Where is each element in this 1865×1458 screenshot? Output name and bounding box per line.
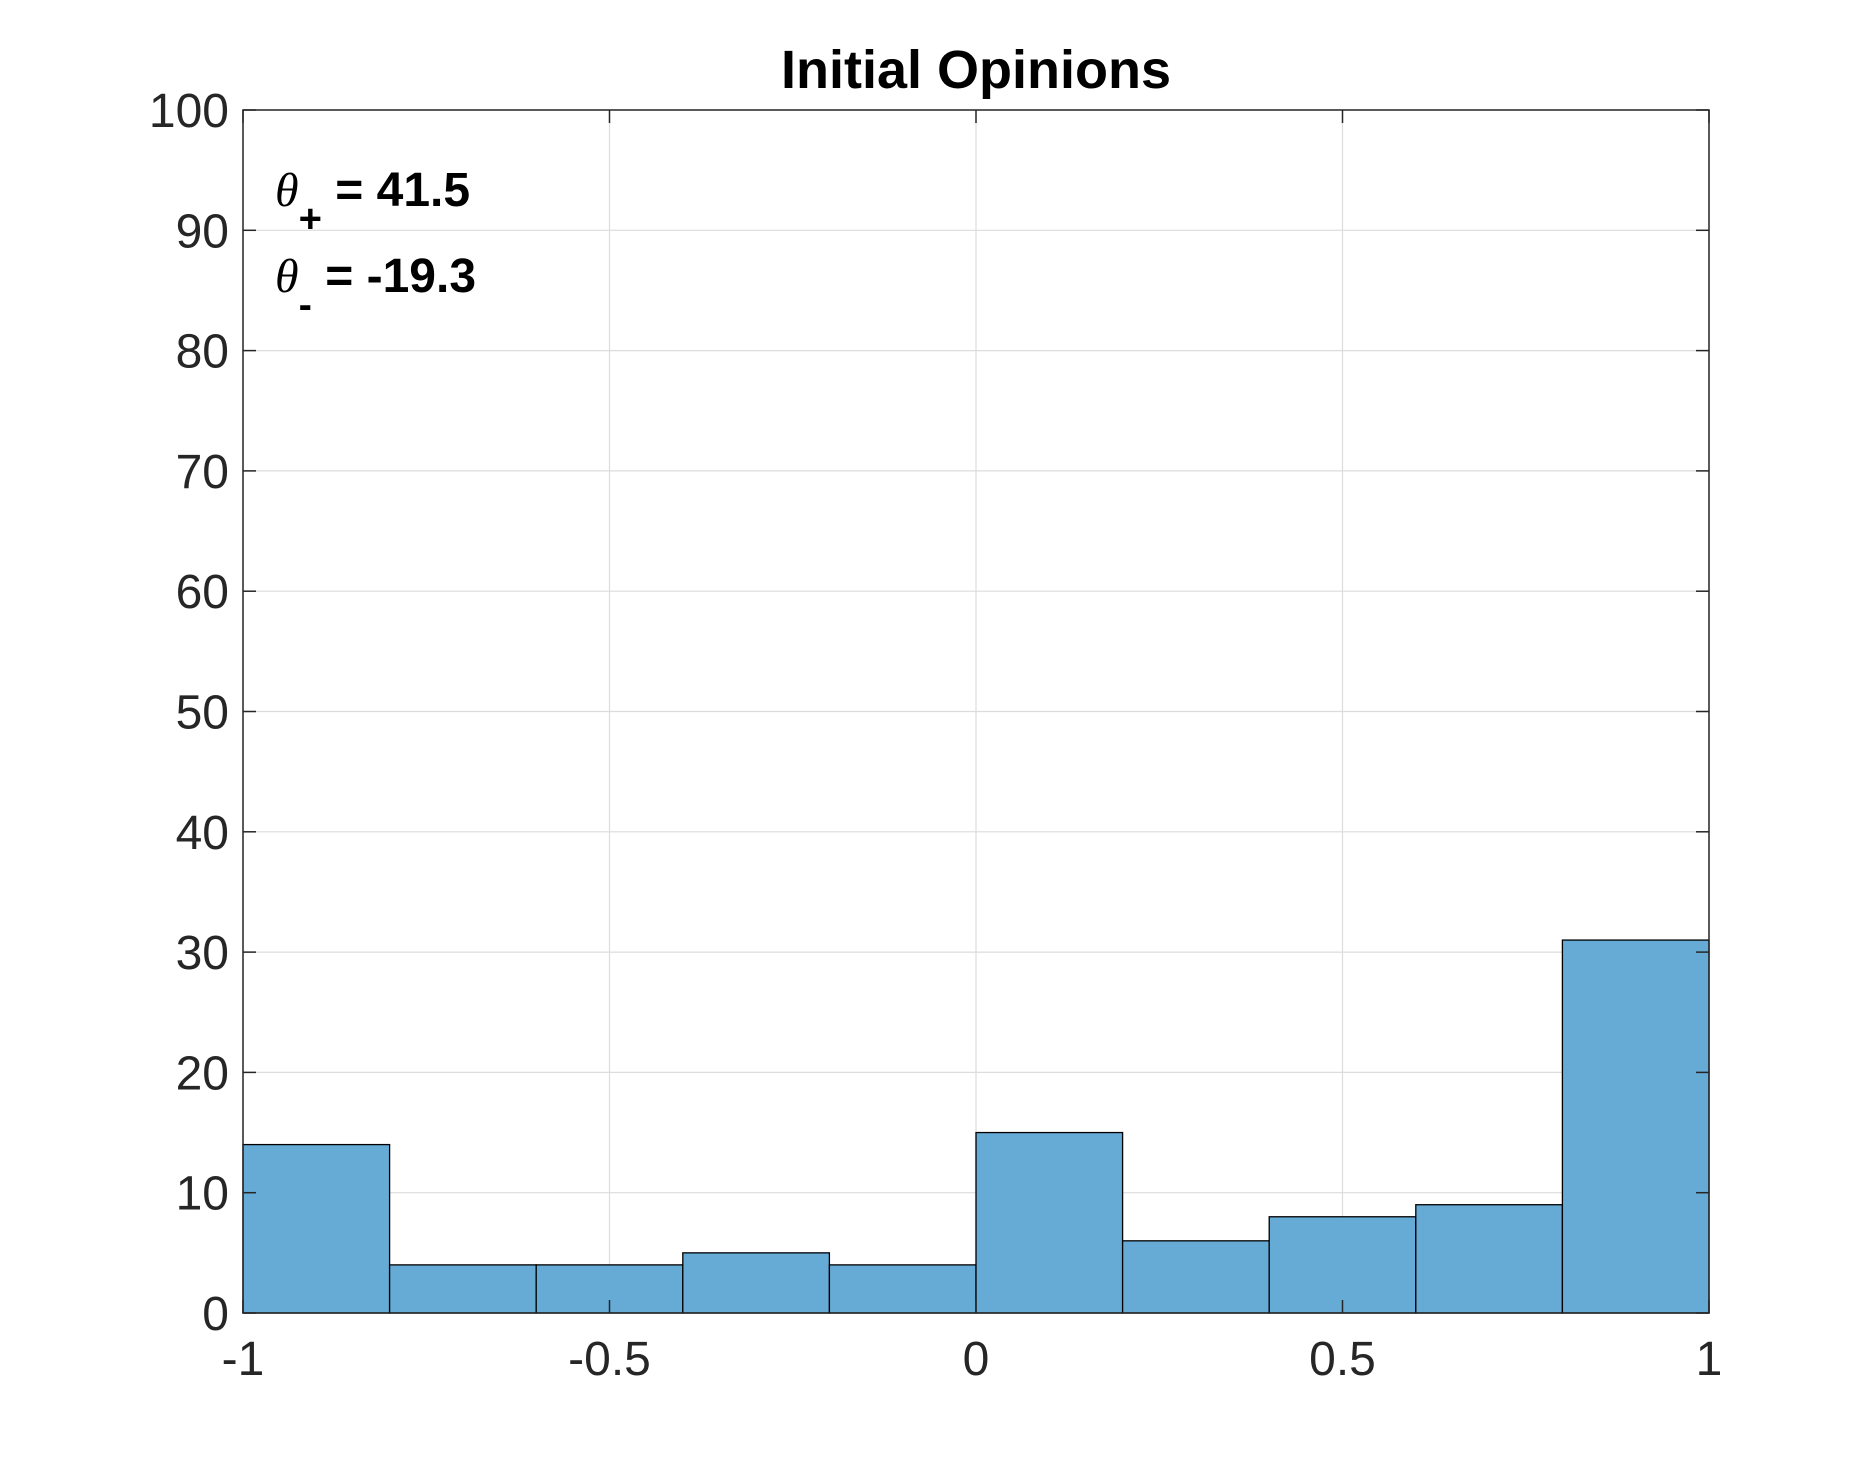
histogram-bar xyxy=(1415,1204,1564,1314)
bars xyxy=(242,939,1710,1314)
y-tick-label: 50 xyxy=(176,687,229,740)
x-tick-label: -0.5 xyxy=(568,1333,651,1386)
y-tick-labels: 0 10 20 30 40 50 60 70 80 90 100 xyxy=(149,85,229,1341)
annotation-text: θ+ = 41.5 xyxy=(275,164,470,241)
tick-marks xyxy=(242,109,1710,1314)
y-tick-label: 100 xyxy=(149,85,229,138)
y-tick-label: 10 xyxy=(176,1168,229,1221)
y-tick-label: 30 xyxy=(176,927,229,980)
histogram-bar xyxy=(1561,939,1710,1314)
x-tick-label: 1 xyxy=(1696,1333,1723,1386)
histogram-bar xyxy=(682,1252,831,1314)
annotations: θ+ = 41.5 θ- = -19.3 xyxy=(275,164,476,327)
histogram-bar xyxy=(242,1143,391,1314)
y-tick-label: 40 xyxy=(176,807,229,860)
chart-title: Initial Opinions xyxy=(781,40,1171,100)
x-tick-labels: -1 -0.5 0 0.5 1 xyxy=(222,1333,1723,1386)
histogram-bar xyxy=(828,1264,977,1314)
y-tick-label: 80 xyxy=(176,326,229,379)
histogram-bar xyxy=(975,1131,1124,1314)
x-tick-label: -1 xyxy=(222,1333,265,1386)
y-tick-label: 20 xyxy=(176,1047,229,1100)
histogram-bar xyxy=(1121,1240,1270,1314)
x-tick-label: 0.5 xyxy=(1309,1333,1376,1386)
y-tick-label: 90 xyxy=(176,205,229,258)
histogram-bar xyxy=(1268,1216,1417,1314)
y-tick-label: 70 xyxy=(176,446,229,499)
histogram-bar xyxy=(388,1264,537,1314)
annotation-text: θ- = -19.3 xyxy=(275,250,476,327)
y-tick-label: 0 xyxy=(202,1288,229,1341)
y-tick-label: 60 xyxy=(176,566,229,619)
x-tick-label: 0 xyxy=(963,1333,990,1386)
